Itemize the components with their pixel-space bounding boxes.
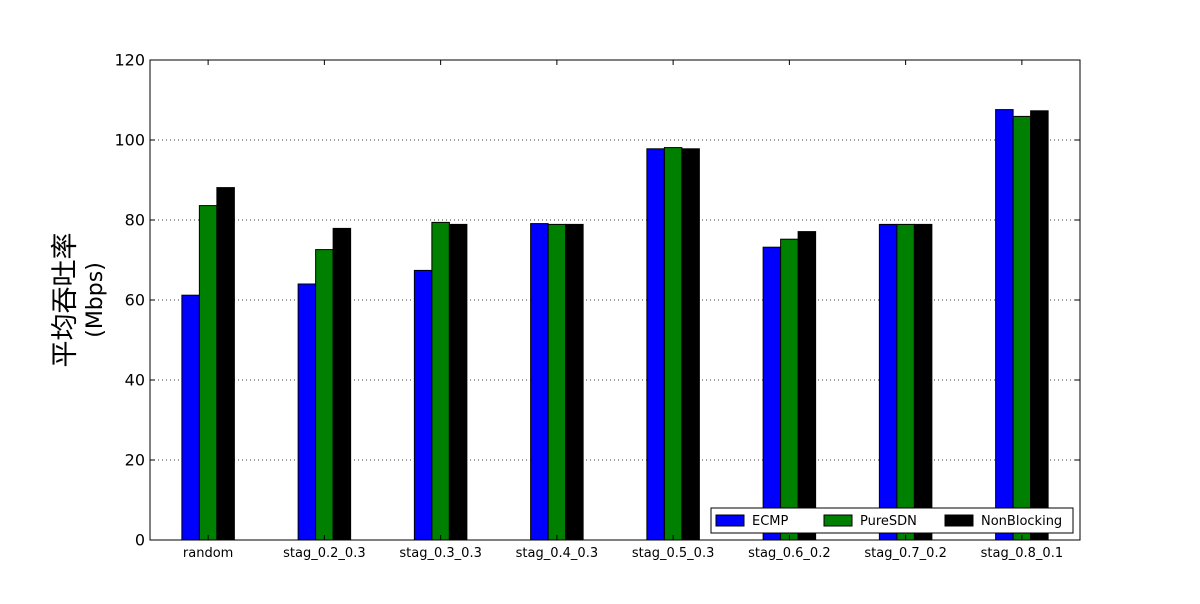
- x-tick-label: stag_0.7_0.2: [864, 546, 946, 561]
- legend-label-puresdn: PureSDN: [860, 514, 917, 529]
- y-axis-label: 平均吞吐率 (Mbps): [50, 233, 108, 368]
- x-tick-label: stag_0.3_0.3: [399, 546, 481, 561]
- y-tick-label: 60: [125, 291, 145, 310]
- bar-ecmp-stag_0.7_0.2: [878, 223, 898, 541]
- bar-ecmp-stag_0.8_0.1: [995, 109, 1014, 541]
- bar-nonblocking-stag_0.5_0.3: [681, 148, 700, 541]
- legend-swatch-puresdn: [823, 514, 853, 527]
- bar-puresdn-stag_0.6_0.2: [780, 238, 799, 541]
- y-tick-label: 0: [135, 531, 145, 550]
- bar-ecmp-stag_0.4_0.3: [530, 223, 549, 541]
- bar-puresdn-stag_0.7_0.2: [896, 223, 915, 541]
- x-tick-label: stag_0.8_0.1: [981, 546, 1063, 561]
- bar-nonblocking-stag_0.4_0.3: [565, 223, 584, 541]
- bars: [181, 109, 1049, 541]
- bar-ecmp-stag_0.6_0.2: [762, 246, 782, 541]
- legend-swatch-nonblocking: [944, 514, 974, 527]
- y-tick-label: 100: [114, 131, 145, 150]
- gridlines: [150, 139, 1080, 461]
- bar-puresdn-stag_0.5_0.3: [663, 147, 683, 541]
- bar-ecmp-stag_0.2_0.3: [297, 283, 317, 541]
- bar-nonblocking-random: [216, 187, 235, 541]
- x-tick-label: stag_0.6_0.2: [748, 546, 830, 561]
- x-tick-label: stag_0.5_0.3: [632, 546, 714, 561]
- bar-nonblocking-stag_0.7_0.2: [913, 223, 933, 541]
- legend-label-ecmp: ECMP: [752, 514, 789, 529]
- bar-puresdn-random: [198, 205, 218, 541]
- x-tick-label: stag_0.2_0.3: [283, 546, 365, 561]
- y-axis-label-line1: 平均吞吐率: [50, 233, 81, 368]
- legend: ECMP PureSDN NonBlocking: [710, 507, 1074, 534]
- bar-ecmp-stag_0.3_0.3: [413, 269, 433, 541]
- legend-box: [710, 507, 1074, 534]
- bar-ecmp-stag_0.5_0.3: [646, 148, 665, 541]
- y-tick-label: 20: [125, 451, 145, 470]
- bar-nonblocking-stag_0.2_0.3: [332, 227, 352, 541]
- y-axis-label-line2: (Mbps): [83, 262, 108, 338]
- x-tick-label: stag_0.4_0.3: [516, 546, 598, 561]
- bar-nonblocking-stag_0.8_0.1: [1030, 110, 1049, 541]
- axis-ticks: 0 20 40 60 80 100 120 random stag_0.2_0.3 stag_0.…: [114, 51, 1080, 561]
- y-tick-label: 120: [114, 51, 145, 70]
- bar-nonblocking-stag_0.6_0.2: [797, 231, 817, 541]
- bar-puresdn-stag_0.2_0.3: [315, 249, 334, 541]
- x-tick-label: random: [183, 546, 233, 561]
- bar-puresdn-stag_0.4_0.3: [547, 223, 567, 541]
- y-tick-label: 40: [125, 371, 145, 390]
- legend-swatch-ecmp: [715, 514, 745, 527]
- bar-puresdn-stag_0.8_0.1: [1012, 115, 1032, 541]
- bar-ecmp-random: [181, 294, 200, 541]
- bar-nonblocking-stag_0.3_0.3: [448, 223, 468, 541]
- y-tick-label: 80: [125, 211, 145, 230]
- legend-label-nonblocking: NonBlocking: [981, 514, 1062, 529]
- bar-puresdn-stag_0.3_0.3: [431, 221, 450, 541]
